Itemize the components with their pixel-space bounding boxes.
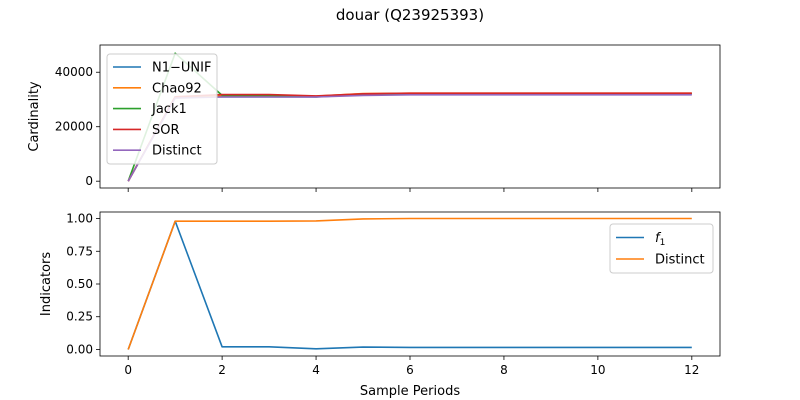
x-axis-label: Sample Periods [360,384,460,399]
x-tick-label: 8 [500,363,508,377]
y-tick-label: 20000 [55,120,93,134]
figure-suptitle: douar (Q23925393) [336,6,484,24]
axes-frame [99,211,721,357]
legend-box [106,53,218,165]
axes-frame [99,44,721,189]
x-tick-label: 12 [684,363,699,377]
y-tick-label: 0 [85,174,93,188]
x-tick-label: 2 [218,363,226,377]
y-tick-label: 0.50 [66,277,93,291]
legend-box [609,223,714,274]
legend: f1 Distinct [609,223,714,274]
x-tick-label: 4 [312,363,320,377]
y-axis-label: Cardinality [27,81,42,152]
series-line-0 [127,220,692,350]
legend-label-2: Jack1 [151,102,187,117]
x-tick-label: 10 [590,363,605,377]
legend-label-0: N1−UNIF [152,61,211,76]
y-tick-label: 0.25 [66,310,93,324]
y-tick-label: 0.75 [66,244,93,258]
legend-label-3: SOR [152,123,180,138]
cardinality-chart: 0 20000 40000 Cardinality N1−UNIF Chao92 Jack1… [27,44,721,192]
legend-label-0: f1 [655,231,665,248]
x-tick-label: 0 [124,363,132,377]
y-axis-label: Indicators [39,252,54,316]
series-line-4 [127,94,692,182]
legend-label-1: Distinct [655,253,705,268]
y-tick-label: 40000 [55,65,93,79]
y-tick-label: 0.00 [66,342,93,356]
legend-label-4: Distinct [152,144,202,159]
y-tick-label: 1.00 [66,212,93,226]
indicators-chart: 0 2 4 6 8 10 12 0.00 0.25 0.50 0.75 1.00 Indicators S… [39,211,721,399]
series-line-3 [127,92,692,182]
series-line-1 [127,217,692,350]
x-tick-label: 6 [406,363,414,377]
legend-label-1: Chao92 [152,81,202,96]
legend: N1−UNIF Chao92 Jack1 SOR Distinct [106,53,218,165]
